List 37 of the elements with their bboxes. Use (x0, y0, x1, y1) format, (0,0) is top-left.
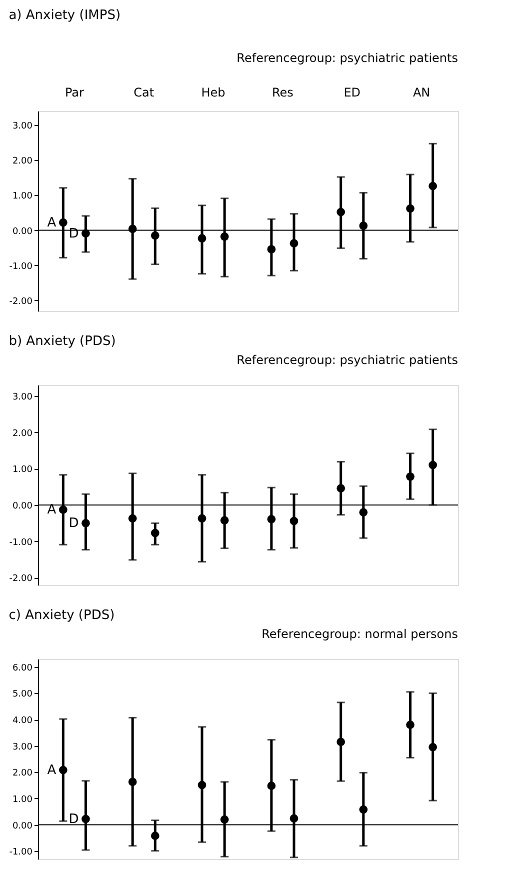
y-tick-label: -1.00 (9, 848, 33, 858)
y-tick-label: 2.00 (12, 156, 33, 167)
text: Referencegroup: normal persons (262, 627, 458, 641)
y-tick-label: 3.00 (12, 742, 33, 752)
y-tick-label: -2.00 (9, 574, 33, 584)
text: Referencegroup: psychiatric patients (236, 353, 458, 367)
chart-title: a) Anxiety (IMPS) (8, 8, 121, 23)
y-tick-label: 0.00 (12, 821, 33, 832)
series-label: A (47, 216, 56, 231)
y-tick-label: 5.00 (12, 690, 33, 700)
series-label: A (47, 763, 56, 778)
y-tick-label: -2.00 (9, 296, 33, 307)
y-tick-label: 2.00 (12, 428, 33, 439)
y-tick-label: 0.00 (12, 226, 33, 237)
y-tick-label: 1.00 (12, 465, 33, 476)
y-tick-label: 1.00 (12, 192, 33, 202)
x-tick-label: ED (344, 86, 361, 100)
y-tick-label: 6.00 (12, 663, 33, 674)
y-tick-label: -1.00 (9, 262, 33, 272)
series-label: D (68, 226, 79, 242)
x-tick-label: Heb (201, 86, 226, 100)
x-tick-label: Par (64, 86, 84, 100)
chart-title: b) Anxiety (PDS) (8, 334, 116, 349)
series-label: D (68, 516, 79, 532)
x-tick-label: Cat (134, 86, 154, 100)
x-tick-label: Res (272, 86, 294, 100)
y-tick-label: 0.00 (12, 502, 33, 512)
text: Referencegroup: psychiatric patients (236, 51, 458, 65)
y-tick-label: 2.00 (12, 768, 33, 779)
y-tick-label: 1.00 (12, 794, 33, 805)
y-tick-label: -1.00 (9, 538, 33, 548)
y-tick-label: 3.00 (12, 392, 33, 402)
y-tick-label: 3.00 (12, 122, 33, 132)
chart-title: c) Anxiety (PDS) (8, 608, 115, 623)
series-label: D (68, 812, 79, 827)
y-tick-label: 4.00 (12, 716, 33, 726)
x-tick-label: AN (412, 86, 430, 100)
